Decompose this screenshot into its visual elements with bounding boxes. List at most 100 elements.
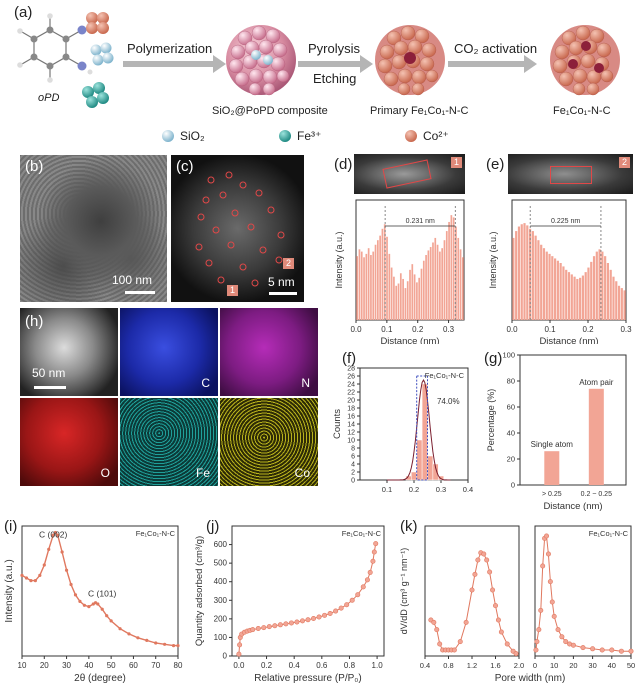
isotherm-point <box>261 625 267 631</box>
profile-bar <box>365 253 368 320</box>
scale-bar-h <box>34 386 66 389</box>
profile-bar <box>590 261 593 320</box>
profile-bar <box>397 283 400 320</box>
xrd-point <box>176 644 180 648</box>
isotherm-point <box>305 617 311 623</box>
percentage-bar <box>588 388 604 485</box>
isotherm-point <box>373 541 379 547</box>
fe-cluster-icon <box>82 82 109 108</box>
isotherm-point <box>322 612 328 618</box>
pore-point <box>437 641 443 647</box>
pore-point <box>475 557 481 563</box>
y-tick-label: 18 <box>347 406 355 413</box>
scale-text-c: 5 nm <box>268 275 295 289</box>
pore-point <box>493 603 499 609</box>
profile-bar <box>595 251 598 320</box>
pore-point <box>590 646 596 652</box>
xrd-point <box>20 573 24 577</box>
y-tick-label: 26 <box>347 374 355 381</box>
profile-bar <box>587 267 590 320</box>
map-co: Co <box>220 398 318 486</box>
profile-image-d: 1 <box>354 154 465 194</box>
panel-d-label: (d) <box>334 156 353 173</box>
xrd-point <box>56 533 60 537</box>
distance-annotation: 0.225 nm <box>551 218 580 225</box>
profile-bar <box>540 244 543 320</box>
isotherm-point <box>255 626 261 632</box>
pore-point <box>555 627 561 633</box>
x-tick-label: 60 <box>129 661 138 670</box>
panel-j-label: (j) <box>206 518 220 535</box>
product-sio2-popd: SiO₂@PoPD composite <box>212 105 328 117</box>
isotherm-point <box>283 621 289 627</box>
isotherm-point <box>272 623 278 629</box>
isotherm-point <box>250 627 256 633</box>
pore-point <box>533 647 539 653</box>
x-tick-label: 10 <box>550 661 558 670</box>
pore-point <box>618 648 624 654</box>
legend-co-icon <box>405 130 417 142</box>
panel-a-schematic <box>17 12 620 142</box>
profile-bar <box>523 223 526 320</box>
plot-frame <box>21 525 179 657</box>
histogram-bar <box>427 455 434 481</box>
x-tick-label: 0.6 <box>316 661 328 670</box>
y-tick-label: 10 <box>347 438 355 445</box>
x-tick-label: 0.4 <box>420 661 430 670</box>
profile-bar <box>395 285 398 320</box>
plot-frame <box>231 525 385 657</box>
profile-bar <box>413 274 416 320</box>
xrd-point <box>53 530 58 535</box>
y-tick-label: 100 <box>214 633 228 642</box>
pore-point <box>431 619 437 625</box>
pore-point <box>534 639 540 645</box>
sio2-popd-sphere-icon <box>226 25 296 96</box>
x-tick-label: 1.0 <box>372 661 384 670</box>
pore-line <box>535 534 631 652</box>
profile-bar <box>406 281 409 320</box>
profile-bar <box>620 288 623 320</box>
roi-box-d <box>382 159 432 189</box>
y-tick-label: 6 <box>351 454 355 461</box>
profile-bar <box>370 255 372 320</box>
profile-bar <box>556 260 559 320</box>
y-tick-label: 22 <box>347 390 355 397</box>
product-final: Fe₁Co₁-N-C <box>553 105 611 117</box>
chart-e: 0.0 0.1 0.2 0.3 Distance (nm) Intensity (a.u.… <box>488 199 632 344</box>
profile-bar <box>420 268 423 320</box>
y-tick-label: 12 <box>347 430 355 437</box>
y-axis-label: Percentage (%) <box>486 389 496 452</box>
isotherm-point <box>294 619 300 625</box>
plot-frame <box>519 354 627 486</box>
pore-point <box>599 647 605 653</box>
isotherm-point <box>266 624 272 630</box>
isotherm-point <box>338 605 344 611</box>
y-axis-label: Intensity (a.u.) <box>334 231 344 288</box>
xrd-point <box>127 632 131 636</box>
atom-circles <box>195 171 285 287</box>
xrd-point <box>109 619 113 623</box>
y-tick-label: 24 <box>347 382 355 389</box>
y-tick-label: 600 <box>214 540 228 549</box>
category-label: 0.2 ~ 0.25 <box>581 491 612 498</box>
xrd-point <box>78 599 82 603</box>
scale-bar-b <box>125 291 155 294</box>
x-tick-label: 30 <box>588 661 596 670</box>
pore-point <box>559 634 565 640</box>
pore-point <box>563 639 569 645</box>
profile-bar <box>425 255 427 320</box>
profile-bar <box>545 251 548 320</box>
isotherm-point <box>311 615 317 621</box>
sio2-cluster-icon <box>90 42 114 66</box>
roi-box-e <box>550 166 592 184</box>
xrd-point <box>64 568 69 572</box>
xrd-point <box>42 563 46 567</box>
isotherm-point <box>316 614 322 620</box>
xrd-point <box>29 579 33 583</box>
profile-bar <box>601 251 604 320</box>
profile-bar <box>617 285 621 320</box>
x-tick-label: 2.0 <box>514 661 524 670</box>
profile-bar <box>609 269 612 320</box>
chart-title: Fe₁Co₁-N-C <box>342 529 382 538</box>
profile-bar <box>562 266 565 320</box>
